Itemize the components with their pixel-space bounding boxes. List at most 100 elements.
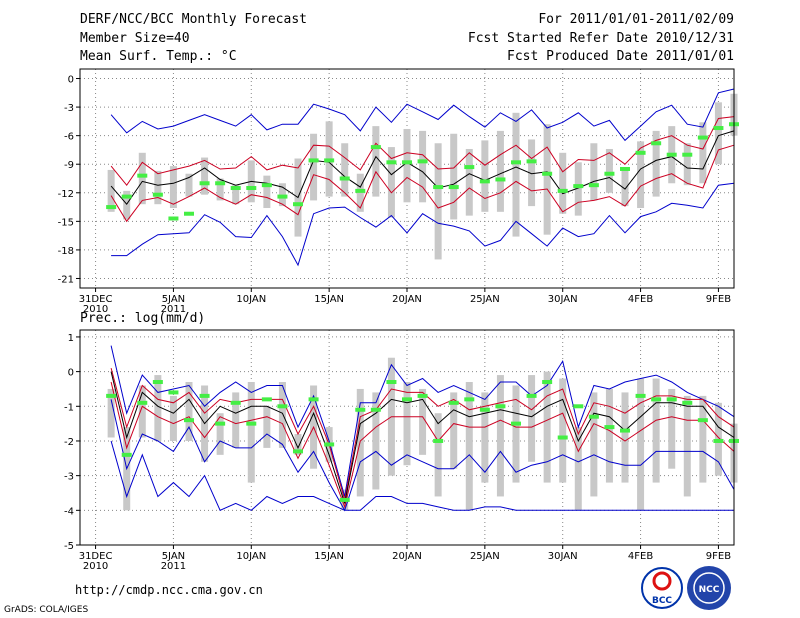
temp-observed-marker <box>682 152 693 157</box>
prec-observed-marker <box>682 400 693 405</box>
prec-spread-bar <box>496 375 504 497</box>
prec-xtick-label: 5JAN <box>162 551 185 562</box>
prec-spread-bar <box>247 382 255 483</box>
prec-lower-line <box>110 381 735 509</box>
prec-spread-bar <box>434 413 442 497</box>
prec-spread-bar <box>512 385 520 483</box>
period-label: For 2011/01/01-2011/02/09 <box>538 12 734 27</box>
temp-spread-bar <box>574 162 582 216</box>
prec-upper-line <box>110 367 735 501</box>
prec-xtick-label: 20JAN <box>392 551 422 562</box>
temp-spread-bar <box>263 175 271 209</box>
temp-observed-marker <box>308 158 319 163</box>
prec-mean-line <box>110 371 735 504</box>
prec-spread-bar <box>652 378 660 483</box>
prec-spread-bar <box>232 392 240 448</box>
temp-observed-marker <box>121 194 132 199</box>
prec-floor-line <box>110 440 734 511</box>
prec-observed-marker <box>308 397 319 402</box>
temp-observed-marker <box>495 177 506 182</box>
prec-observed-marker <box>137 400 148 405</box>
temp-spread-bar <box>372 126 380 197</box>
temp-observed-marker <box>557 188 568 193</box>
prec-spread-bar <box>637 378 645 511</box>
temp-ytick-label: 0 <box>68 75 74 86</box>
temp-observed-marker <box>402 160 412 165</box>
prec-observed-marker <box>479 407 490 412</box>
prec-observed-marker <box>121 452 132 457</box>
prec-observed-marker <box>293 449 303 454</box>
prec-observed-marker <box>417 393 428 398</box>
prec-spread-bar <box>107 388 115 438</box>
temp-spread-bar <box>216 178 224 201</box>
temp-xtick-label: 15JAN <box>314 294 344 305</box>
prec-xtick-year: 2011 <box>161 561 186 572</box>
prec-spread-bar <box>154 375 162 441</box>
temp-ytick-label: -9 <box>64 160 74 171</box>
ncc-logo: NCC <box>687 566 731 610</box>
temp-observed-marker <box>215 181 226 186</box>
temp-observed-marker <box>339 176 350 181</box>
prec-observed-marker <box>386 380 397 385</box>
temp-xtick-label: 25JAN <box>470 294 500 305</box>
variable-label: Mean Surf. Temp.: °C <box>80 49 237 64</box>
temp-ytick-label: -15 <box>58 217 74 228</box>
temp-xtick-label: 30JAN <box>548 294 578 305</box>
prec-max-line <box>110 345 735 497</box>
temp-observed-marker <box>184 211 194 216</box>
temp-spread-bar <box>341 143 349 197</box>
temp-xtick-label: 10JAN <box>236 294 266 305</box>
prec-spread-bar <box>216 413 224 455</box>
prec-xtick-label: 10JAN <box>236 551 266 562</box>
prec-observed-marker <box>620 428 630 433</box>
temp-observed-marker <box>230 186 241 191</box>
prec-spread-bar <box>590 392 598 497</box>
prec-ytick-label: -4 <box>64 506 74 517</box>
footer-url: http://cmdp.ncc.cma.gov.cn <box>75 583 263 597</box>
temp-spread-bar <box>138 152 146 205</box>
prec-spread-bar <box>138 385 146 438</box>
temp-spread-bar <box>637 141 645 209</box>
prec-spread-bar <box>699 395 707 483</box>
temp-xtick-year: 2010 <box>83 304 108 315</box>
temp-spread-bar <box>683 143 691 186</box>
temp-xtick-label: 5JAN <box>162 294 185 305</box>
temp-observed-marker <box>511 160 521 165</box>
chart-title: DERF/NCC/BCC Monthly Forecast <box>80 12 307 27</box>
prec-spread-bar <box>481 392 489 483</box>
prec-observed-marker <box>152 380 163 385</box>
temp-spread-bar <box>652 130 660 197</box>
temp-spread-bar <box>232 185 240 205</box>
temp-lower-line <box>110 144 735 223</box>
temp-observed-marker <box>293 202 303 207</box>
temp-observed-marker <box>635 150 646 155</box>
prec-ytick-label: -1 <box>64 402 74 413</box>
temp-max-line <box>110 88 735 142</box>
prec-observed-marker <box>199 393 210 398</box>
bcc-logo-text: BCC <box>652 596 672 606</box>
temp-spread-bar <box>621 168 629 207</box>
temp-observed-marker <box>713 126 724 131</box>
temp-xtick-label: 4FEB <box>628 294 653 305</box>
prec-observed-marker <box>542 380 553 385</box>
prec-observed-marker <box>402 397 412 402</box>
temp-min-line <box>111 182 735 267</box>
prec-observed-marker <box>651 397 662 402</box>
temp-spread-bar <box>154 170 162 205</box>
member-size-label: Member Size=40 <box>80 31 190 46</box>
temp-ytick-label: -18 <box>58 246 74 257</box>
temp-observed-marker <box>464 165 475 170</box>
prec-observed-marker <box>495 404 506 409</box>
prec-observed-marker <box>448 400 459 405</box>
temp-spread-bar <box>590 143 598 201</box>
temp-observed-marker <box>604 171 615 176</box>
temp-spread-bar <box>605 148 613 193</box>
prec-observed-marker <box>370 407 381 412</box>
temp-observed-marker <box>152 192 163 197</box>
prec-xtick-year: 2010 <box>83 561 108 572</box>
temp-observed-marker <box>386 160 397 165</box>
temp-spread-bar <box>310 133 318 201</box>
temp-observed-marker <box>355 188 366 193</box>
